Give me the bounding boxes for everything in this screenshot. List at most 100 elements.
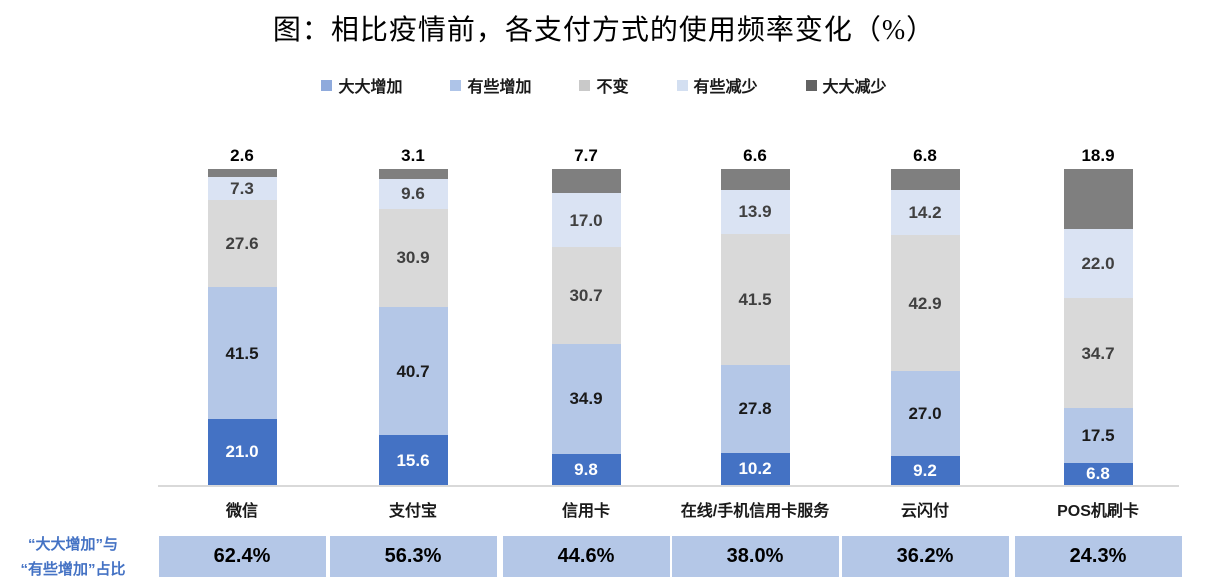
- top-segment-value-label: 2.6: [230, 146, 254, 165]
- segment-不变: 30.9: [378, 209, 448, 307]
- category-label-微信: 微信: [225, 503, 258, 520]
- legend-item-1: 大大增加: [321, 73, 402, 97]
- segment-大大减少: [378, 169, 448, 179]
- top-segment-value-label: 6.6: [743, 146, 767, 165]
- top-segment-value-label: 6.8: [913, 145, 937, 165]
- segment-value-label: 14.2: [908, 203, 942, 223]
- legend-swatch-icon: [805, 79, 817, 91]
- category-label-支付宝: 支付宝: [388, 503, 437, 520]
- segment-value-label: 30.9: [396, 248, 430, 268]
- segment-大大减少: [1063, 169, 1133, 229]
- segment-value-label: 17.0: [569, 210, 603, 230]
- segment-value-label: 41.5: [225, 343, 259, 363]
- segment-value-label: 41.5: [738, 289, 772, 309]
- segment-value-label: 7.3: [230, 179, 254, 199]
- segment-value-label: 42.9: [908, 293, 942, 313]
- stacked-bar-在线/手机信用卡服务: 13.9 41.5 27.8 10.2: [720, 169, 790, 485]
- segment-value-label: 10.2: [738, 459, 772, 479]
- stacked-bar-微信: 7.3 27.6 41.5 21.0: [207, 169, 277, 485]
- segment-value-label: 15.6: [396, 450, 430, 470]
- segment-value-label: 9.8: [574, 460, 598, 480]
- legend-item-label: 有些增加: [467, 79, 532, 96]
- category-label-POS机刷卡: POS机刷卡: [1057, 503, 1139, 520]
- segment-value-label: 13.9: [738, 202, 772, 222]
- segment-value-label: 17.5: [1081, 426, 1115, 446]
- segment-不变: 34.7: [1063, 298, 1133, 408]
- segment-value-label: 27.6: [225, 234, 259, 254]
- segment-有些增加: 34.9: [551, 343, 621, 455]
- legend-swatch-icon: [321, 79, 333, 91]
- summary-value-box-1: 62.4%: [158, 536, 326, 577]
- category-label-云闪付: 云闪付: [900, 503, 949, 520]
- segment-大大增加: 15.6: [378, 435, 448, 485]
- segment-大大增加: 10.2: [720, 452, 790, 485]
- stacked-bar-支付宝: 9.6 30.9 40.7 15.6: [378, 169, 448, 485]
- segment-有些减少: 7.3: [207, 177, 277, 201]
- segment-有些增加: 41.5: [207, 287, 277, 419]
- legend-item-label: 不变: [596, 79, 629, 96]
- segment-大大增加: 9.2: [890, 455, 960, 485]
- legend-item-4: 有些减少: [676, 73, 758, 97]
- legend-item-label: 有些减少: [693, 79, 758, 96]
- segment-有些减少: 14.2: [890, 190, 960, 236]
- segment-大大增加: 6.8: [1063, 463, 1133, 485]
- stacked-bar-云闪付: 14.2 42.9 27.0 9.2: [890, 169, 960, 485]
- segment-有些减少: 17.0: [551, 193, 621, 247]
- top-segment-value-label: 18.9: [1081, 146, 1115, 166]
- legend: 大大增加 有些增加 不变 有些减少 大大减少: [0, 73, 1208, 97]
- segment-value-label: 6.8: [1086, 464, 1110, 484]
- segment-大大减少: [207, 169, 277, 178]
- segment-有些增加: 40.7: [378, 306, 448, 436]
- summary-value-box-4: 38.0%: [671, 536, 839, 577]
- legend-swatch-icon: [579, 79, 591, 91]
- summary-value-box-5: 36.2%: [841, 536, 1009, 577]
- summary-value-box-6: 24.3%: [1014, 536, 1182, 577]
- segment-value-label: 9.6: [401, 184, 425, 204]
- segment-有些减少: 22.0: [1063, 228, 1133, 299]
- summary-row-label-line1: “大大增加”与: [27, 536, 118, 553]
- summary-value-box-3: 44.6%: [502, 536, 670, 577]
- segment-大大增加: 9.8: [551, 454, 621, 485]
- segment-value-label: 27.8: [738, 399, 772, 419]
- chart-title: 图：相比疫情前，各支付方式的使用频率变化（%）: [272, 15, 936, 46]
- segment-有些减少: 9.6: [378, 178, 448, 210]
- segment-不变: 30.7: [551, 246, 621, 344]
- category-label-在线/手机信用卡服务: 在线/手机信用卡服务: [680, 503, 830, 520]
- legend-item-label: 大大增加: [338, 79, 403, 96]
- segment-大大减少: [890, 169, 960, 191]
- segment-value-label: 34.7: [1081, 343, 1115, 363]
- stacked-bar-POS机刷卡: 22.0 34.7 17.5 6.8: [1063, 169, 1133, 485]
- legend-item-label: 大大减少: [822, 79, 887, 96]
- segment-有些增加: 27.0: [890, 370, 960, 456]
- segment-不变: 27.6: [207, 200, 277, 288]
- summary-row-label-line2: “有些增加”占比: [20, 560, 126, 578]
- segment-有些增加: 27.8: [720, 364, 790, 453]
- segment-value-label: 22.0: [1081, 253, 1115, 273]
- segment-不变: 41.5: [720, 233, 790, 365]
- segment-value-label: 9.2: [913, 460, 937, 480]
- segment-不变: 42.9: [890, 235, 960, 371]
- segment-value-label: 21.0: [225, 442, 259, 462]
- segment-value-label: 30.7: [569, 285, 603, 305]
- segment-大大增加: 21.0: [207, 418, 277, 485]
- legend-swatch-icon: [450, 79, 462, 91]
- segment-大大减少: [551, 169, 621, 194]
- legend-item-3: 不变: [579, 73, 629, 97]
- segment-大大减少: [720, 169, 790, 190]
- top-segment-value-label: 7.7: [574, 145, 598, 165]
- x-axis-line: [158, 485, 1179, 487]
- top-segment-value-label: 3.1: [401, 146, 425, 166]
- segment-有些增加: 17.5: [1063, 407, 1133, 464]
- segment-value-label: 40.7: [396, 361, 430, 381]
- segment-value-label: 34.9: [569, 389, 603, 409]
- segment-有些减少: 13.9: [720, 189, 790, 234]
- legend-swatch-icon: [676, 79, 688, 91]
- stacked-bar-信用卡: 17.0 30.7 34.9 9.8: [551, 169, 621, 485]
- legend-item-2: 有些增加: [450, 73, 531, 97]
- legend-item-5: 大大减少: [805, 73, 887, 97]
- summary-row-label: “大大增加”与 “有些增加”占比: [2, 533, 144, 583]
- segment-value-label: 27.0: [908, 403, 942, 423]
- category-label-信用卡: 信用卡: [561, 503, 610, 520]
- summary-value-box-2: 56.3%: [329, 536, 497, 577]
